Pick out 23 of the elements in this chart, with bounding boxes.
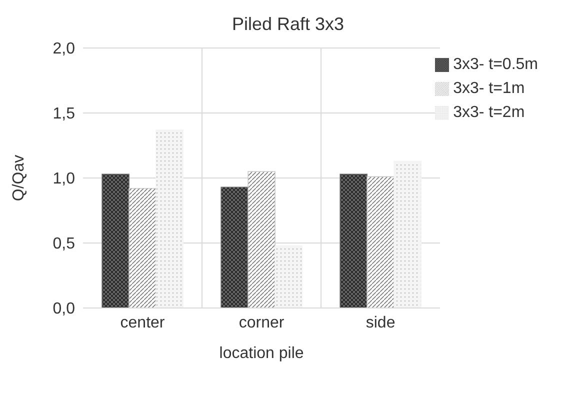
x-tick-label: center <box>120 314 166 332</box>
bar <box>156 130 184 308</box>
x-axis-title: location pile <box>219 345 304 362</box>
legend-label: 3x3- t=2m <box>453 104 525 121</box>
y-tick-label: 2,0 <box>52 40 76 58</box>
y-tick-label: 1,5 <box>52 106 76 123</box>
x-tick-label: corner <box>238 314 285 332</box>
bar <box>102 174 130 308</box>
legend-label: 3x3- t=1m <box>453 80 525 97</box>
legend-label: 3x3- t=0.5m <box>453 56 538 73</box>
bar <box>394 160 422 308</box>
bar <box>220 186 248 308</box>
y-tick-label: 0,0 <box>52 300 76 318</box>
chart-title: Piled Raft 3x3 <box>230 14 346 34</box>
bar <box>366 176 394 308</box>
y-tick-label: 1,0 <box>52 170 76 188</box>
bar <box>340 174 368 308</box>
bar <box>128 188 156 308</box>
y-tick-label: 0,5 <box>52 236 76 253</box>
bar <box>248 171 276 308</box>
x-tick-label: side <box>366 314 396 332</box>
bar <box>274 245 302 308</box>
y-axis-title: Q/Qav <box>10 154 28 202</box>
